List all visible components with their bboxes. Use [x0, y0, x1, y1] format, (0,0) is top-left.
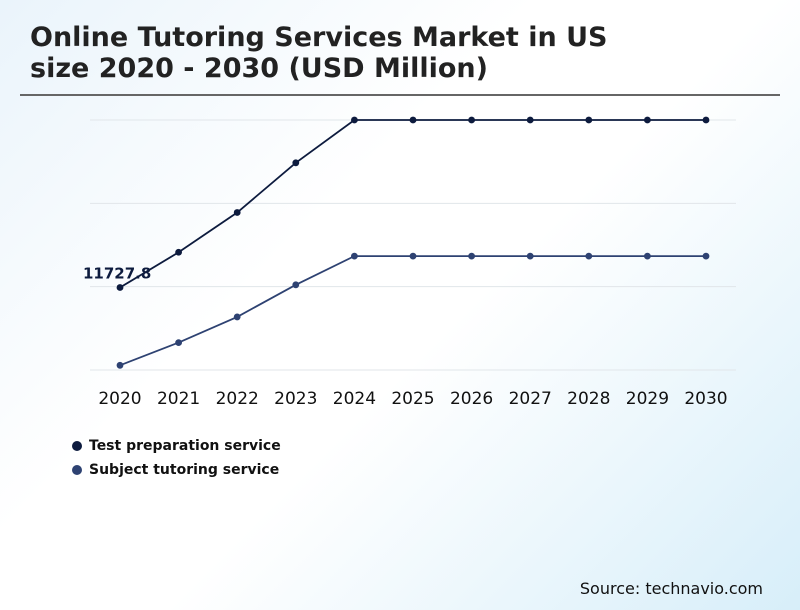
data-point	[351, 252, 358, 260]
data-point	[233, 209, 241, 216]
data-point	[292, 159, 300, 167]
data-point	[585, 252, 593, 260]
x-tick-label: 2027	[509, 389, 552, 409]
source-credit: Source: technavio.com	[579, 579, 763, 598]
data-point	[702, 252, 710, 260]
x-tick-label: 2022	[216, 389, 259, 409]
data-point	[526, 252, 534, 260]
data-point	[468, 116, 475, 124]
data-point	[116, 361, 124, 369]
data-point	[351, 116, 358, 124]
x-tick-label: 2025	[391, 389, 434, 409]
x-tick-label: 2029	[626, 389, 669, 409]
x-tick-label: 2028	[567, 389, 610, 409]
x-tick-label: 2030	[684, 389, 727, 409]
data-point	[409, 116, 417, 124]
data-point	[292, 281, 300, 289]
data-label: 11727.8	[83, 264, 151, 282]
legend-item-subject-tutoring: Subject tutoring service	[72, 458, 281, 482]
chart-legend: Test preparation service Subject tutorin…	[72, 434, 281, 482]
legend-label-test-preparation: Test preparation service	[89, 438, 281, 454]
chart-title-line-1: Online Tutoring Services Market in US	[30, 22, 608, 53]
x-tick-label: 2026	[450, 389, 493, 409]
data-point	[409, 252, 417, 260]
legend-dot-subject-tutoring	[72, 465, 82, 475]
series-line	[119, 255, 706, 367]
data-point	[175, 248, 183, 256]
data-point	[644, 252, 651, 260]
x-tick-label: 2021	[157, 389, 200, 409]
chart-title-line-2: size 2020 - 2030 (USD Million)	[30, 53, 488, 84]
legend-dot-test-preparation	[72, 441, 82, 451]
x-tick-label: 2023	[274, 389, 317, 409]
data-point	[644, 116, 651, 124]
data-point	[233, 313, 241, 321]
data-point	[116, 284, 124, 291]
data-point	[175, 339, 183, 347]
chart-title: Online Tutoring Services Market in US si…	[30, 22, 730, 84]
x-tick-label: 2020	[98, 389, 141, 409]
legend-label-subject-tutoring: Subject tutoring service	[89, 462, 280, 478]
data-point	[526, 116, 534, 124]
x-tick-label: 2024	[333, 389, 376, 409]
legend-item-test-preparation: Test preparation service	[72, 434, 281, 458]
title-divider	[20, 94, 780, 96]
data-point	[585, 116, 593, 124]
data-point	[468, 252, 475, 260]
data-point	[702, 116, 710, 124]
